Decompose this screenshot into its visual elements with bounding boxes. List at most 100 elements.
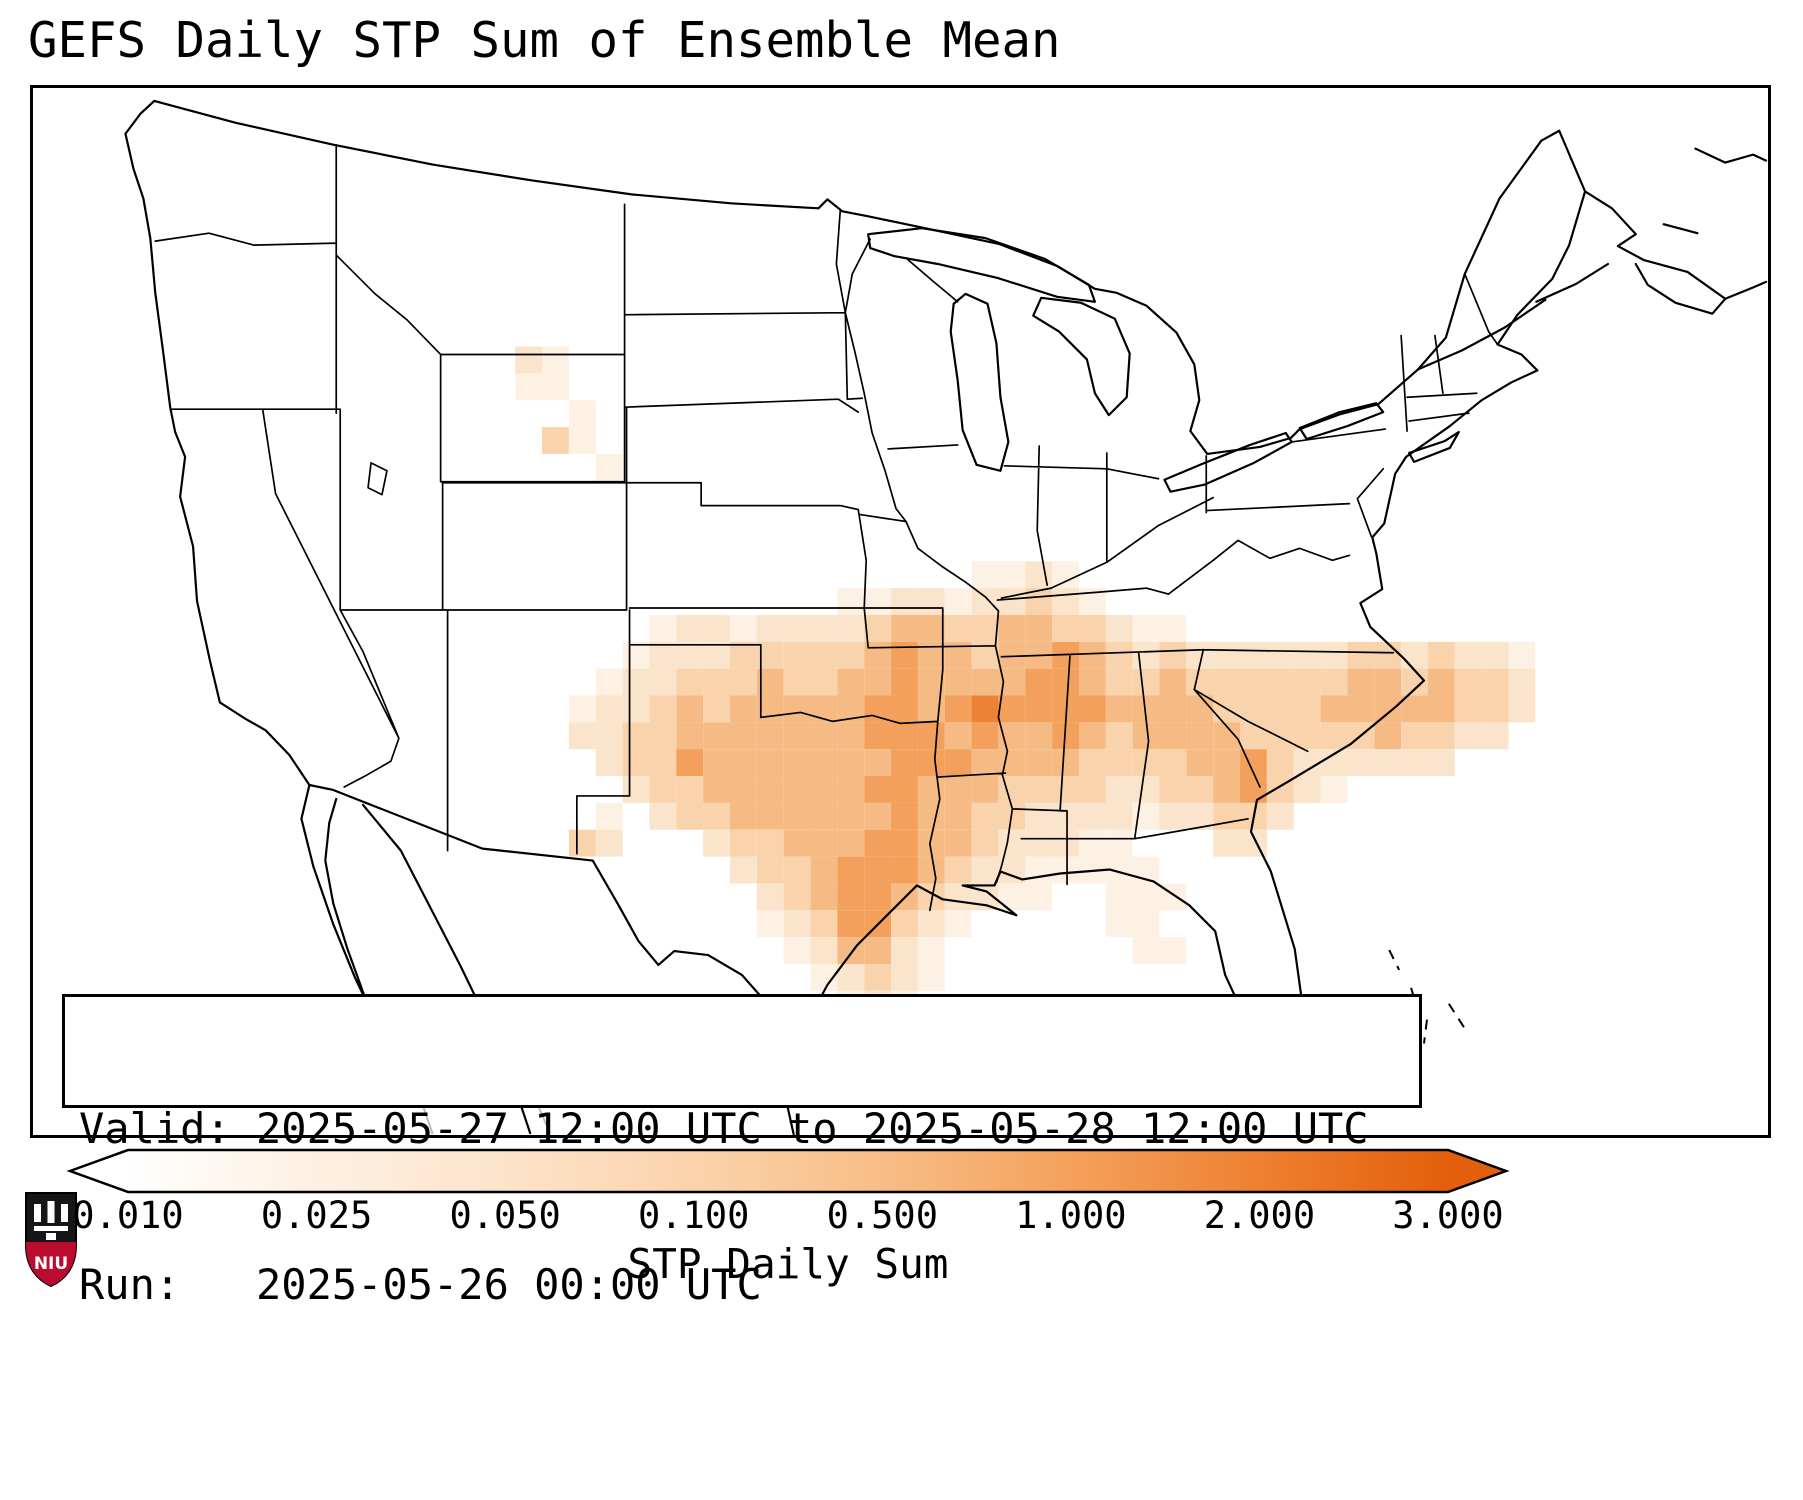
colorbar-tick-label: 0.025 bbox=[260, 1194, 373, 1237]
great-lakes bbox=[367, 227, 1460, 496]
heatmap-cell bbox=[944, 776, 972, 803]
heatmap-cell bbox=[1320, 722, 1348, 750]
heatmap-cell bbox=[568, 400, 596, 428]
colorbar-tick-label: 0.500 bbox=[826, 1194, 938, 1237]
heatmap-cell bbox=[837, 910, 865, 938]
heatmap-cell bbox=[729, 614, 757, 642]
heatmap-cell bbox=[891, 802, 918, 830]
heatmap-cell bbox=[1159, 937, 1187, 964]
heatmap-cell bbox=[1213, 668, 1241, 696]
heatmap-cell bbox=[810, 883, 838, 911]
heatmap-cell bbox=[810, 641, 838, 669]
heatmap-cell bbox=[998, 561, 1026, 589]
heatmap-cell bbox=[864, 776, 892, 803]
heatmap-cell bbox=[703, 802, 730, 830]
heatmap-cell bbox=[944, 749, 972, 777]
heatmap-cell bbox=[568, 829, 596, 857]
heatmap-cell bbox=[1213, 749, 1241, 777]
heatmap-cell bbox=[891, 695, 918, 723]
heatmap-cell bbox=[891, 776, 918, 803]
heatmap-cell bbox=[756, 802, 784, 830]
heatmap-cell bbox=[783, 695, 811, 723]
heatmap-cell bbox=[971, 668, 999, 696]
heatmap-cell bbox=[1105, 614, 1133, 642]
heatmap-cell bbox=[837, 668, 865, 696]
heatmap-cell bbox=[1132, 937, 1160, 964]
heatmap-cell bbox=[810, 829, 838, 857]
heatmap-cell bbox=[1266, 695, 1294, 723]
heatmap-cell bbox=[1481, 695, 1509, 723]
heatmap-cell bbox=[998, 776, 1026, 803]
colorbar-tick-label: 0.050 bbox=[449, 1194, 561, 1237]
heatmap-cell bbox=[783, 614, 811, 642]
heatmap-cell bbox=[891, 668, 918, 696]
heatmap-cell bbox=[1374, 695, 1402, 723]
heatmap-cell bbox=[783, 668, 811, 696]
heatmap-cell bbox=[917, 856, 945, 884]
heatmap-cell bbox=[595, 829, 623, 857]
heatmap-cell bbox=[944, 856, 972, 884]
conus-map bbox=[124, 99, 1768, 1135]
niu-logo-text: NIU bbox=[34, 1254, 68, 1274]
heatmap-cell bbox=[891, 856, 918, 884]
heatmap-cell bbox=[1293, 776, 1321, 803]
heatmap-cell bbox=[783, 856, 811, 884]
heatmap-cell bbox=[676, 614, 704, 642]
heatmap-cell bbox=[1105, 883, 1133, 911]
heatmap-cell bbox=[1347, 668, 1375, 696]
heatmap-cell bbox=[1320, 695, 1348, 723]
heatmap-cell bbox=[1052, 776, 1079, 803]
heatmap-cell bbox=[998, 614, 1026, 642]
heatmap-cell bbox=[783, 641, 811, 669]
heatmap-cell bbox=[595, 722, 623, 750]
colorbar-tick-labels: 0.010 0.025 0.050 0.100 0.500 1.000 2.000 3.000 bbox=[0, 1194, 1803, 1238]
heatmap-cell bbox=[864, 883, 892, 911]
heatmap-cell bbox=[1213, 829, 1241, 857]
heatmap-cell bbox=[649, 776, 677, 803]
lake-erie bbox=[1163, 431, 1293, 493]
heatmap-cell bbox=[917, 802, 945, 830]
heatmap-layer bbox=[515, 346, 1536, 1018]
heatmap-cell bbox=[649, 802, 677, 830]
heatmap-cell bbox=[1132, 641, 1160, 669]
heatmap-cell bbox=[703, 776, 730, 803]
heatmap-cell bbox=[729, 695, 757, 723]
heatmap-cell bbox=[1240, 641, 1267, 669]
heatmap-cell bbox=[917, 614, 945, 642]
heatmap-cell bbox=[810, 856, 838, 884]
heatmap-cell bbox=[1052, 802, 1079, 830]
heatmap-cell bbox=[756, 856, 784, 884]
heatmap-cell bbox=[1401, 695, 1428, 723]
heatmap-cell bbox=[676, 641, 704, 669]
heatmap-cell bbox=[595, 668, 623, 696]
heatmap-cell bbox=[944, 910, 972, 938]
heatmap-cell bbox=[568, 427, 596, 454]
heatmap-cell bbox=[1240, 776, 1267, 803]
heatmap-cell bbox=[971, 776, 999, 803]
heatmap-cell bbox=[622, 695, 650, 723]
heatmap-cell bbox=[891, 963, 918, 991]
heatmap-cell bbox=[1078, 776, 1106, 803]
heatmap-cell bbox=[1240, 695, 1267, 723]
heatmap-cell bbox=[944, 695, 972, 723]
heatmap-cell bbox=[971, 802, 999, 830]
heatmap-cell bbox=[542, 373, 569, 401]
niu-logo: NIU bbox=[20, 1190, 82, 1290]
heatmap-cell bbox=[1025, 802, 1053, 830]
heatmap-cell bbox=[649, 749, 677, 777]
page-title: GEFS Daily STP Sum of Ensemble Mean bbox=[28, 12, 1061, 69]
heatmap-cell bbox=[542, 427, 569, 454]
heatmap-cell bbox=[1052, 561, 1079, 589]
run-time-line: Run: 2025-05-26 00:00 UTC bbox=[79, 1260, 762, 1309]
heatmap-cell bbox=[1427, 722, 1455, 750]
heatmap-cell bbox=[622, 776, 650, 803]
heatmap-cell bbox=[971, 561, 999, 589]
heatmap-cell bbox=[1454, 641, 1482, 669]
heatmap-cell bbox=[891, 829, 918, 857]
heatmap-cell bbox=[810, 910, 838, 938]
heatmap-cell bbox=[1159, 749, 1187, 777]
heatmap-cell bbox=[729, 749, 757, 777]
map-frame bbox=[30, 85, 1771, 1138]
heatmap-cell bbox=[891, 614, 918, 642]
heatmap-cell bbox=[1159, 802, 1187, 830]
